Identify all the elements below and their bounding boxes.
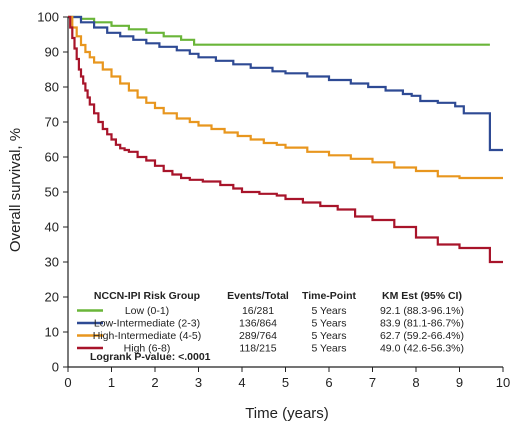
y-tick-label: 0 bbox=[52, 360, 59, 375]
legend-group-label: High-Intermediate (4-5) bbox=[93, 330, 202, 342]
legend-timepoint: 5 Years bbox=[311, 305, 346, 317]
x-axis-title: Time (years) bbox=[245, 405, 329, 422]
x-tick-label: 4 bbox=[238, 375, 245, 390]
x-tick-label: 9 bbox=[456, 375, 463, 390]
y-tick-label: 70 bbox=[45, 115, 59, 130]
series-line-1 bbox=[68, 15, 490, 46]
x-tick-label: 10 bbox=[496, 375, 510, 390]
legend-timepoint: 5 Years bbox=[311, 318, 346, 330]
legend-events: 118/215 bbox=[239, 343, 276, 355]
legend-km-estimate: 49.0 (42.6-56.3%) bbox=[380, 343, 464, 355]
y-tick-label: 60 bbox=[45, 150, 59, 165]
series-layer bbox=[68, 15, 503, 264]
legend-group-label: Low-Intermediate (2-3) bbox=[94, 318, 200, 330]
y-tick-label: 80 bbox=[45, 80, 59, 95]
y-tick-label: 10 bbox=[45, 325, 59, 340]
series-line-3 bbox=[68, 15, 503, 180]
x-tick-label: 0 bbox=[64, 375, 71, 390]
x-tick-label: 6 bbox=[325, 375, 332, 390]
legend-header-events: Events/Total bbox=[227, 290, 289, 302]
x-tick-label: 2 bbox=[151, 375, 158, 390]
y-tick-label: 100 bbox=[37, 10, 59, 25]
x-tick-label: 5 bbox=[282, 375, 289, 390]
legend-km-estimate: 62.7 (59.2-66.4%) bbox=[380, 330, 464, 342]
legend-header-timepoint: Time-Point bbox=[302, 290, 357, 302]
y-tick-label: 40 bbox=[45, 220, 59, 235]
x-tick-label: 1 bbox=[108, 375, 115, 390]
x-tick-label: 8 bbox=[412, 375, 419, 390]
legend-events: 16/281 bbox=[242, 305, 274, 317]
x-axis-ticks: 0 1 2 3 4 5 6 7 8 9 10 bbox=[64, 367, 510, 390]
y-tick-label: 90 bbox=[45, 45, 59, 60]
x-tick-label: 7 bbox=[369, 375, 376, 390]
legend-timepoint: 5 Years bbox=[311, 343, 346, 355]
y-tick-label: 30 bbox=[45, 255, 59, 270]
legend-events: 136/864 bbox=[239, 318, 277, 330]
legend-header-km: KM Est (95% CI) bbox=[382, 290, 462, 302]
legend-group-label: Low (0-1) bbox=[125, 305, 169, 317]
legend-rows: Low (0-1) 16/281 5 Years 92.1 (88.3-96.1%) L… bbox=[77, 305, 464, 355]
x-tick-label: 3 bbox=[195, 375, 202, 390]
y-tick-label: 20 bbox=[45, 290, 59, 305]
legend-header-group: NCCN-IPI Risk Group bbox=[94, 290, 200, 302]
y-tick-label: 50 bbox=[45, 185, 59, 200]
legend-group-label: High (6-8) bbox=[124, 343, 171, 355]
legend-km-estimate: 92.1 (88.3-96.1%) bbox=[380, 305, 464, 317]
legend-footer: Logrank P-value: <.0001 bbox=[90, 351, 211, 363]
series-line-2 bbox=[68, 15, 503, 152]
legend-events: 289/764 bbox=[239, 330, 277, 342]
legend-timepoint: 5 Years bbox=[311, 330, 346, 342]
y-axis-title: Overall survival, % bbox=[7, 128, 24, 252]
legend-km-estimate: 83.9 (81.1-86.7%) bbox=[380, 318, 464, 330]
series-line-4 bbox=[68, 15, 503, 264]
axes-layer: 0 10 20 30 40 50 60 70 80 90 100 0 1 2 3 4 5 6 7 8 9 10 Time… bbox=[7, 10, 510, 423]
legend-table: NCCN-IPI Risk Group Events/Total Time-Po… bbox=[77, 290, 464, 363]
y-axis-ticks: 0 10 20 30 40 50 60 70 80 90 100 bbox=[37, 10, 68, 375]
